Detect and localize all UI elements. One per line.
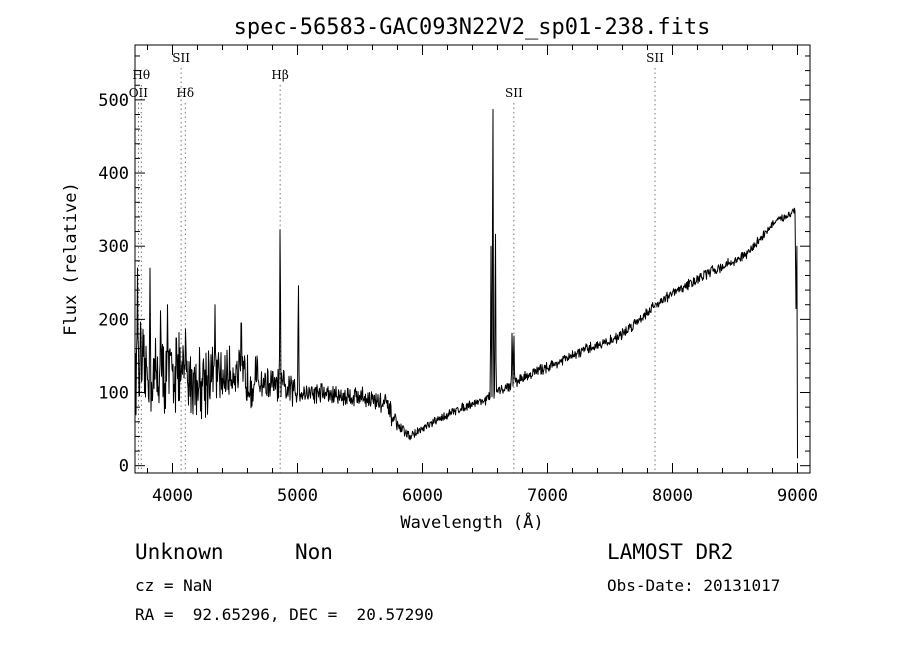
emission-line-label: SII xyxy=(646,51,664,65)
redshift-value: cz = NaN xyxy=(135,576,213,595)
y-tick-label: 500 xyxy=(98,91,129,111)
x-axis-label: Wavelength (Å) xyxy=(400,511,543,533)
emission-line-label: SII xyxy=(172,51,190,65)
y-tick-label: 200 xyxy=(98,310,129,330)
y-tick-label: 400 xyxy=(98,164,129,184)
x-tick-label: 4000 xyxy=(152,486,193,506)
x-tick-label: 7000 xyxy=(527,486,568,506)
y-tick-label: 100 xyxy=(98,384,129,404)
emission-line-label: Hθ xyxy=(132,68,150,82)
spectral-class: Unknown xyxy=(135,540,224,564)
spectral-subclass: Non xyxy=(295,540,333,564)
x-tick-label: 9000 xyxy=(777,486,818,506)
emission-line-markers: OII Hθ SII Hδ Hβ SII SII xyxy=(129,51,664,473)
y-tick-label: 300 xyxy=(98,237,129,257)
coordinates: RA = 92.65296, DEC = 20.57290 xyxy=(135,605,434,624)
emission-line-label: Hδ xyxy=(176,86,194,100)
x-tick-label: 6000 xyxy=(402,486,443,506)
spectrum-layer xyxy=(134,109,798,459)
emission-line-label: SII xyxy=(505,86,523,100)
plot-frame xyxy=(134,44,811,474)
x-tick-label: 8000 xyxy=(652,486,693,506)
emission-line-label: Hβ xyxy=(271,68,288,82)
x-axis: 4000 5000 6000 7000 8000 9000 xyxy=(147,45,818,506)
y-axis-label: Flux (relative) xyxy=(61,182,81,336)
observation-date: Obs-Date: 20131017 xyxy=(607,576,781,595)
emission-line-label: OII xyxy=(129,86,149,100)
y-axis: 0 100 200 300 400 500 xyxy=(98,55,810,477)
chart-title: spec-56583-GAC093N22V2_sp01-238.fits xyxy=(234,15,711,40)
survey-name: LAMOST DR2 xyxy=(607,540,734,564)
spectrum-line xyxy=(134,109,798,459)
y-tick-label: 0 xyxy=(119,457,129,477)
x-tick-label: 5000 xyxy=(277,486,318,506)
